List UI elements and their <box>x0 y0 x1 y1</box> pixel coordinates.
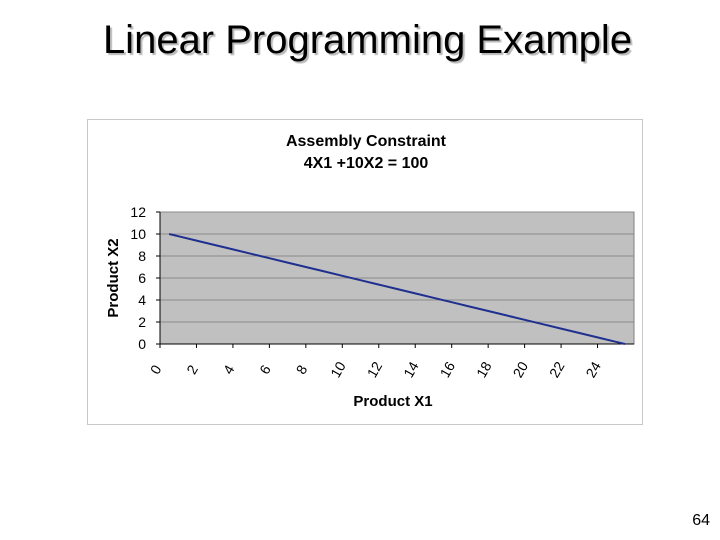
x-tick-label: 18 <box>473 359 495 381</box>
y-tick-label: 10 <box>130 226 146 242</box>
x-tick-label: 16 <box>437 359 459 381</box>
x-tick-label: 14 <box>400 359 422 381</box>
y-tick-label: 2 <box>138 314 146 330</box>
x-tick-label: 2 <box>183 362 201 377</box>
x-tick-label: 12 <box>364 359 386 381</box>
x-tick-label: 6 <box>256 362 274 377</box>
x-tick-label: 24 <box>582 359 604 381</box>
chart-title-line-2: 4X1 +10X2 = 100 <box>303 155 429 172</box>
x-tick-label: 10 <box>327 359 349 381</box>
chart-title-line-1: Assembly Constraint <box>285 133 447 150</box>
x-axis-label: Product X1 <box>353 393 432 410</box>
y-axis-label: Product X2 <box>105 238 122 317</box>
x-tick-label: 4 <box>220 362 238 377</box>
slide-title: Linear Programming Example <box>102 18 633 62</box>
page-number: 64 <box>692 512 710 529</box>
y-tick-label: 12 <box>130 204 146 220</box>
series-line <box>168 233 626 345</box>
y-tick-label: 4 <box>138 292 146 308</box>
y-tick-label: 0 <box>138 336 146 352</box>
x-tick-label: 0 <box>147 362 165 377</box>
y-tick-label: 8 <box>138 248 146 264</box>
x-tick-label: 20 <box>509 359 531 381</box>
y-tick-label: 6 <box>138 270 146 286</box>
x-tick-label: 8 <box>293 362 311 377</box>
x-tick-label: 22 <box>546 359 568 381</box>
